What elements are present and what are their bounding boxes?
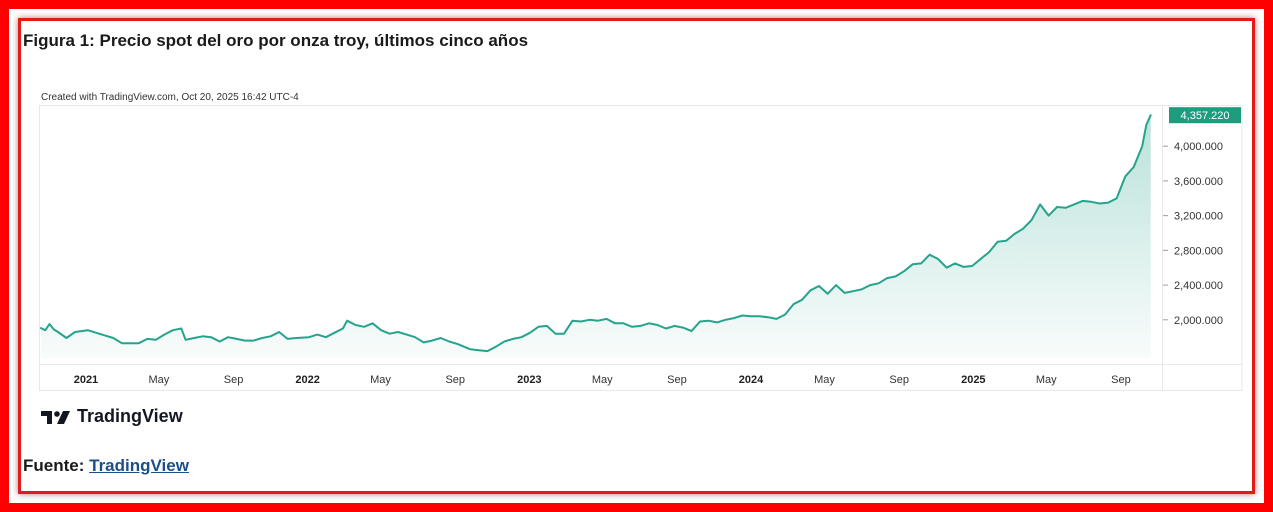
created-with-text: Created with TradingView.com, Oct 20, 20… [41,92,299,103]
price-area-fill [41,115,1151,358]
x-tick-label: 2025 [961,374,985,386]
x-tick-label: Sep [667,374,687,386]
price-chart: 2,000.000 2,400.000 2,800.000 3,200.000 3,60… [39,105,1244,400]
x-tick-label: Sep [445,374,465,386]
y-tick-label: 3,200.000 [1174,211,1223,223]
x-tick-label: 2023 [517,374,541,386]
x-tick-label: May [592,374,613,386]
tradingview-logo-icon [41,410,70,424]
source-line: Fuente: TradingView [23,456,189,476]
y-tick-label: 2,800.000 [1174,245,1223,257]
x-tick-label: 2024 [739,374,764,386]
y-tick-label: 2,000.000 [1174,315,1223,327]
x-tick-label: Sep [224,374,244,386]
x-tick-label: Sep [889,374,909,386]
y-tick-label: 4,000.000 [1174,141,1223,153]
tradingview-logo: TradingView [41,406,183,427]
source-link[interactable]: TradingView [89,456,189,475]
tradingview-logo-text: TradingView [77,406,183,426]
chart-border [39,105,1243,391]
last-price-tag [1169,107,1241,124]
x-tick-label: May [370,374,391,386]
y-tick-label: 3,600.000 [1174,176,1223,188]
last-price-label: 4,357.220 [1181,110,1230,122]
x-tick-label: 2022 [295,374,319,386]
x-tick-label: May [148,374,169,386]
y-tick-label: 2,400.000 [1174,280,1223,292]
figure-title: Figura 1: Precio spot del oro por onza t… [23,31,529,50]
price-series-line [40,114,1152,353]
x-tick-label: May [814,374,835,386]
x-tick-label: 2021 [74,374,98,386]
x-tick-label: Sep [1111,374,1131,386]
chart-svg: 2,000.000 2,400.000 2,800.000 3,200.000 3,60… [39,105,1243,391]
inner-red-frame [18,18,1255,494]
source-label: Fuente: [23,456,85,475]
x-tick-label: May [1036,374,1057,386]
